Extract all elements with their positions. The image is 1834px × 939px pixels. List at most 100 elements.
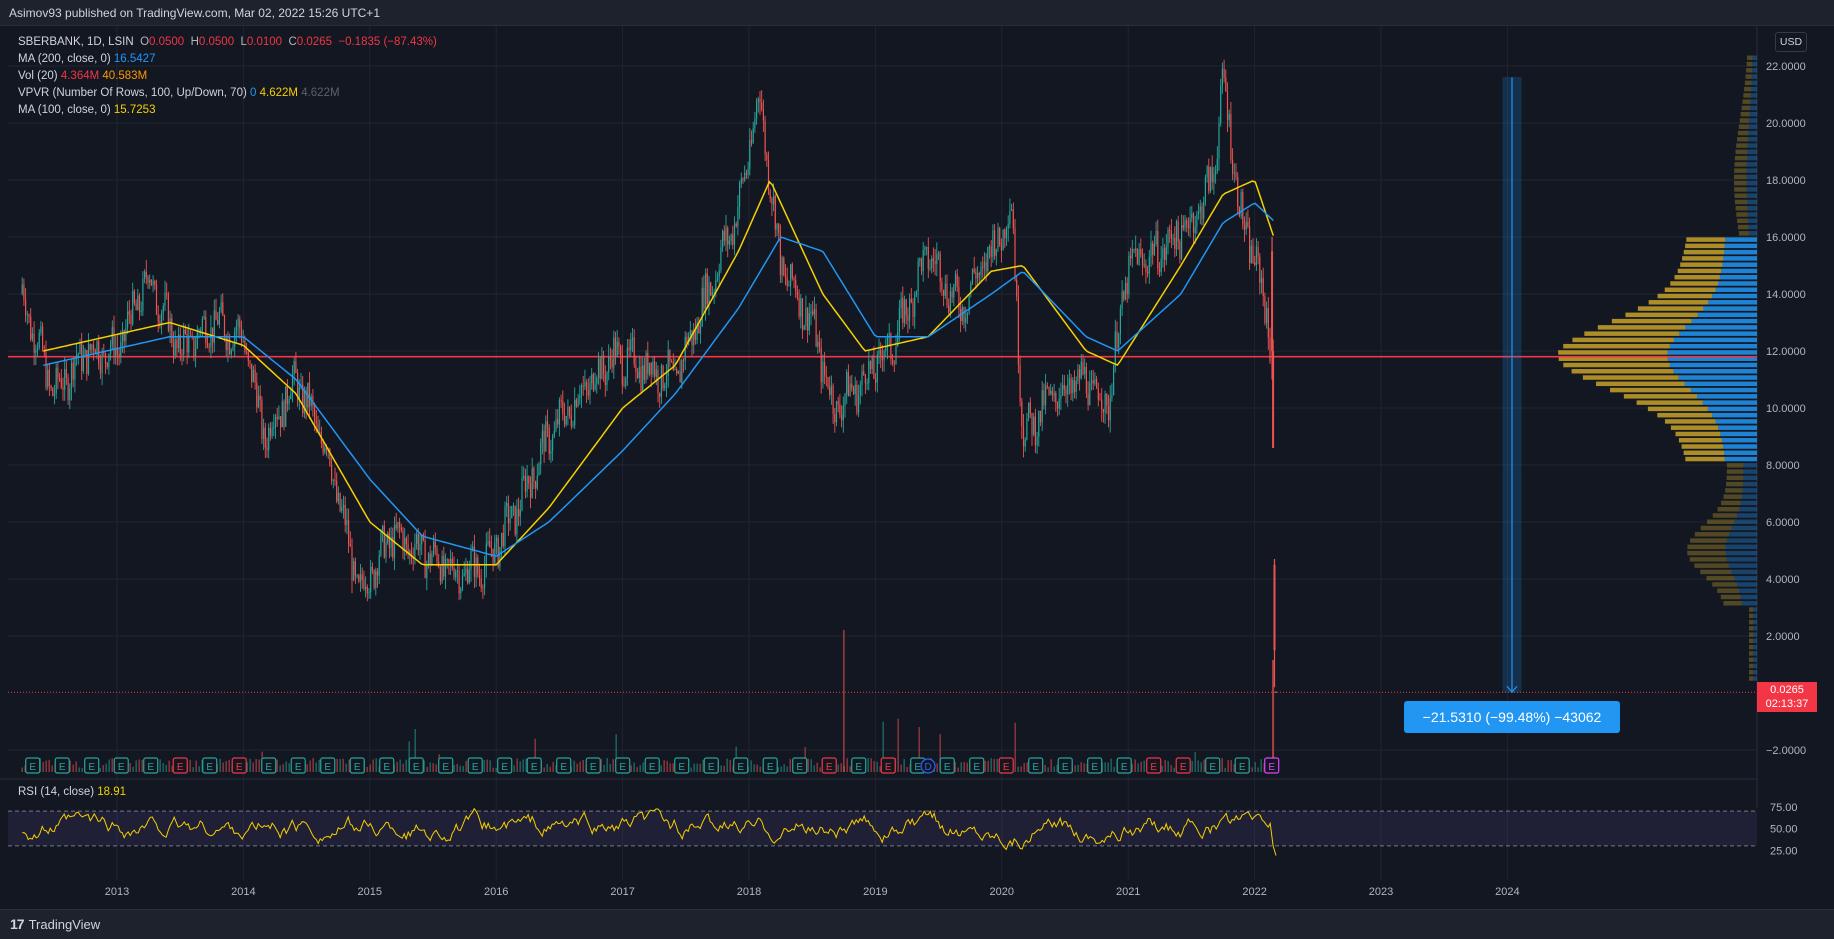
candle-body	[744, 172, 746, 181]
earnings-marker[interactable]	[408, 757, 424, 774]
candle-body	[368, 592, 370, 594]
earnings-marker-label: E	[1003, 762, 1010, 773]
volume-bar	[111, 758, 113, 772]
candle-body	[951, 291, 953, 298]
earnings-marker-label: E	[1268, 762, 1275, 773]
candle-body	[1153, 244, 1155, 255]
ma200-line[interactable]	[43, 202, 1274, 558]
currency-button[interactable]: USD	[1775, 32, 1807, 52]
earnings-marker[interactable]	[202, 757, 218, 774]
earnings-marker[interactable]	[320, 757, 336, 774]
earnings-marker[interactable]	[290, 757, 306, 774]
candle-body	[1252, 245, 1254, 263]
volume-bar	[246, 762, 248, 772]
candle-body	[1131, 249, 1133, 259]
volume-bar	[729, 759, 731, 772]
volume-bar	[873, 761, 875, 772]
earnings-marker[interactable]	[1234, 757, 1250, 774]
candle-body	[506, 502, 508, 507]
earnings-marker[interactable]	[231, 757, 247, 774]
candle-body	[286, 386, 288, 404]
vpvr-bar-up	[1720, 431, 1757, 437]
earnings-marker[interactable]	[585, 757, 601, 774]
ma100-line[interactable]	[43, 180, 1275, 566]
time-tick-label: 2018	[737, 886, 761, 898]
candle-body	[788, 285, 790, 287]
vpvr-row[interactable]: VPVR (Number Of Rows, 100, Up/Down, 70) …	[18, 87, 340, 99]
earnings-marker[interactable]	[880, 757, 896, 774]
volume-bar	[783, 764, 785, 772]
ma100-row[interactable]: MA (100, close, 0) 15.7253	[18, 104, 156, 116]
earnings-marker[interactable]	[438, 757, 454, 774]
earnings-marker[interactable]	[1087, 757, 1103, 774]
earnings-marker[interactable]	[497, 757, 513, 774]
candle-body	[779, 232, 781, 276]
candle-body	[1196, 213, 1198, 227]
candle-body	[1029, 402, 1031, 414]
earnings-marker[interactable]	[762, 757, 778, 774]
vpvr-bar-down	[1749, 632, 1754, 637]
earnings-marker[interactable]	[143, 757, 159, 774]
earnings-marker[interactable]	[526, 757, 542, 774]
candle-body	[919, 258, 921, 261]
ma200-row[interactable]: MA (200, close, 0) 16.5427	[18, 53, 156, 65]
publish-header: Asimov93 published on TradingView.com, M…	[0, 0, 1834, 26]
earnings-marker[interactable]	[25, 757, 41, 774]
earnings-marker[interactable]	[1264, 757, 1280, 774]
candle-body	[366, 586, 368, 594]
earnings-marker[interactable]	[1146, 757, 1162, 774]
earnings-marker[interactable]	[261, 757, 277, 774]
vpvr-bar-up	[1748, 130, 1757, 136]
earnings-marker[interactable]	[1205, 757, 1221, 774]
price-chart[interactable]: 22.0000 20.0000 18.0000 16.0000 14.0000 12.00…	[0, 26, 1834, 909]
earnings-marker[interactable]	[556, 757, 572, 774]
candle-body	[264, 427, 266, 448]
earnings-marker[interactable]	[113, 757, 129, 774]
earnings-marker[interactable]	[379, 757, 395, 774]
candle-body	[108, 353, 110, 368]
tradingview-logo[interactable]: 17 TradingView	[10, 916, 100, 932]
earnings-marker[interactable]	[349, 757, 365, 774]
earnings-marker[interactable]	[821, 757, 837, 774]
rsi-legend[interactable]: RSI (14, close) 18.91	[18, 786, 127, 798]
volume-bar	[690, 767, 692, 772]
earnings-marker[interactable]	[939, 757, 955, 774]
earnings-marker[interactable]	[674, 757, 690, 774]
symbol-label[interactable]: SBERBANK, 1D, LSIN	[18, 36, 134, 48]
earnings-marker[interactable]	[969, 757, 985, 774]
rsi-line[interactable]	[22, 807, 1277, 856]
candle-body	[125, 327, 127, 342]
volume-bar	[1230, 760, 1232, 772]
earnings-marker[interactable]	[792, 757, 808, 774]
volume-bar	[603, 764, 605, 772]
volume-row[interactable]: Vol (20) 4.364M 40.583M	[18, 70, 148, 82]
earnings-marker[interactable]	[84, 757, 100, 774]
earnings-marker[interactable]	[851, 757, 867, 774]
candle-body	[943, 289, 945, 296]
candle-body	[864, 374, 866, 384]
earnings-marker[interactable]	[733, 757, 749, 774]
earnings-marker[interactable]	[467, 757, 483, 774]
earnings-marker[interactable]	[1057, 757, 1073, 774]
candle-body	[999, 227, 1001, 245]
candle-body	[450, 558, 452, 564]
dividend-marker[interactable]	[920, 758, 936, 774]
candle-body	[499, 546, 501, 567]
candle-body	[1172, 238, 1174, 240]
candle-body	[1000, 244, 1002, 251]
earnings-marker[interactable]	[615, 757, 631, 774]
candle-body	[604, 374, 606, 385]
candle-body	[745, 172, 747, 175]
candle-body	[1097, 388, 1099, 400]
earnings-marker[interactable]	[1028, 757, 1044, 774]
candle-body	[329, 448, 331, 465]
earnings-marker[interactable]	[644, 757, 660, 774]
earnings-marker[interactable]	[172, 757, 188, 774]
earnings-marker[interactable]	[1175, 757, 1191, 774]
earnings-marker[interactable]	[1116, 757, 1132, 774]
earnings-marker[interactable]	[703, 757, 719, 774]
candle-body	[1068, 378, 1070, 385]
earnings-marker[interactable]	[998, 757, 1014, 774]
vpvr-bar-up	[1715, 287, 1757, 293]
earnings-marker[interactable]	[54, 757, 70, 774]
